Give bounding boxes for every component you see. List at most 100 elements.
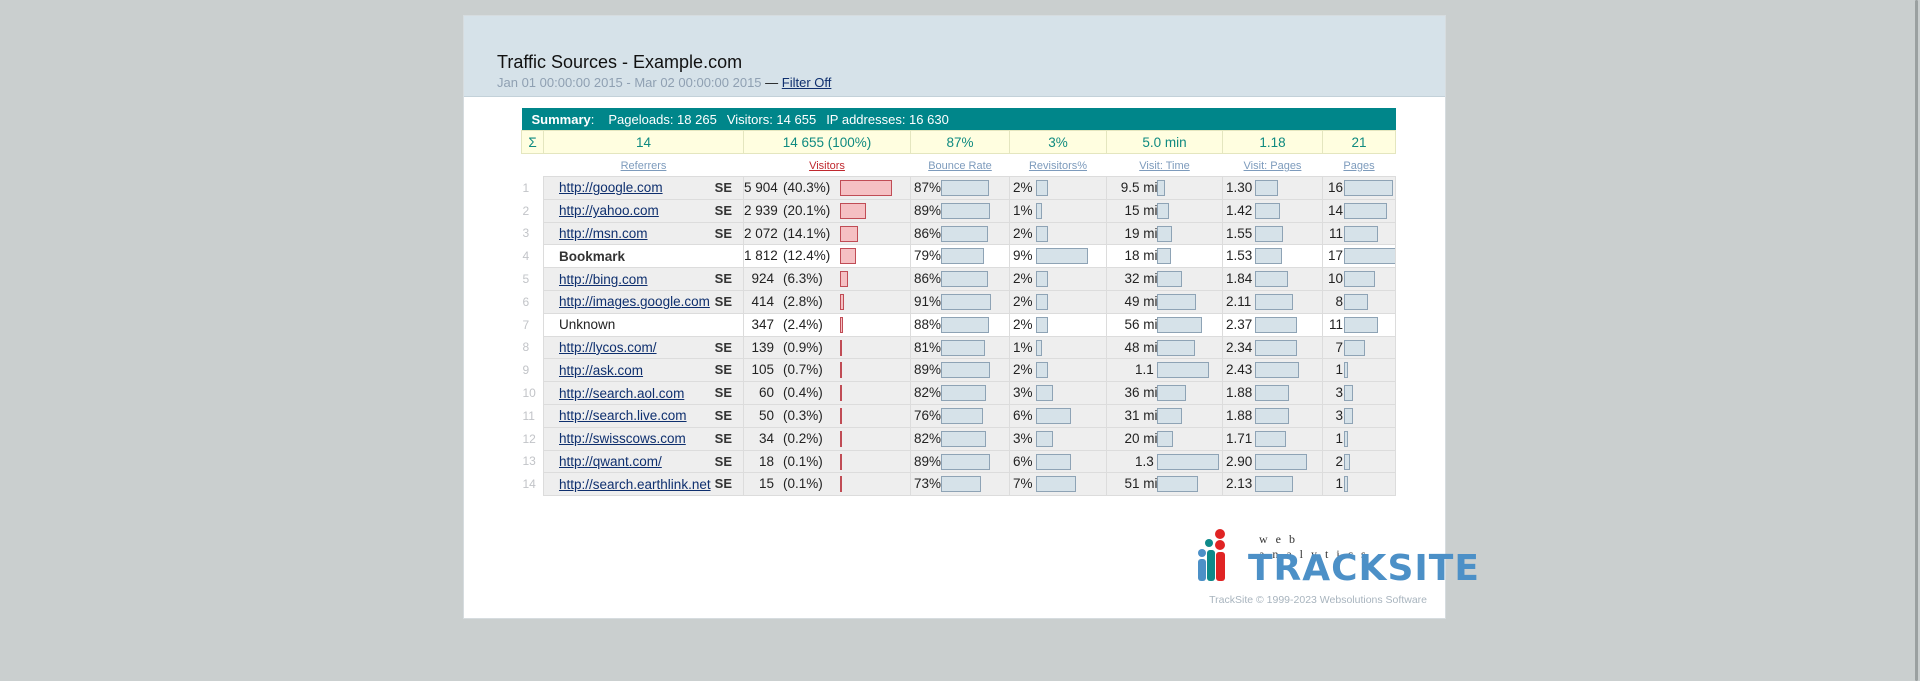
filter-off-link[interactable]: Filter Off [781, 75, 832, 90]
bounce-rate-cell: 82% [910, 381, 1010, 405]
sort-referrers-link[interactable]: Referrers [620, 160, 667, 172]
search-engine-badge: SE [714, 453, 732, 469]
visit-time-cell: 1.3 h [1106, 449, 1223, 474]
visit-time-cell: 9.5 min [1106, 176, 1223, 200]
visit-time-bar [1157, 453, 1219, 470]
table-row: 10 http://search.aol.com SE 60 (0.4%) 82%… [521, 381, 1397, 405]
visit-pages-cell: 2.43 [1222, 358, 1323, 383]
visit-pages-cell: 2.34 [1222, 335, 1323, 360]
visitors-cell: 924 (6.3%) [743, 267, 911, 291]
bounce-rate-bar [941, 271, 988, 288]
sort-pages-link[interactable]: Pages [1343, 160, 1375, 172]
revisitors-cell: 6% [1009, 403, 1107, 428]
scrollbar-thumb[interactable] [1915, 0, 1918, 681]
revisitors-bar [1036, 453, 1071, 470]
visitors-bar [840, 407, 842, 424]
pages-cell: 11 [1321, 312, 1397, 337]
visitors-bar [840, 180, 892, 196]
referrer-link[interactable]: http://search.live.com [559, 408, 687, 424]
visit-time-value: 9.5 min [1120, 180, 1165, 195]
visitors-bar [840, 385, 842, 402]
visit-pages-cell: 1.88 [1222, 403, 1323, 428]
bounce-rate-value: 89% [914, 453, 942, 469]
summary-label: Summary [531, 111, 591, 127]
visit-time-value: 19 min [1124, 225, 1165, 241]
pages-cell: 3 [1321, 381, 1397, 405]
pages-cell: 7 [1321, 335, 1397, 360]
visit-pages-bar [1255, 362, 1299, 379]
visit-pages-bar [1255, 476, 1293, 493]
tracksite-logo[interactable]: web analytics TRACKSITE TrackSite © 1999… [1197, 526, 1479, 606]
bounce-rate-cell: 89% [910, 449, 1010, 474]
revisitors-cell: 9% [1009, 244, 1107, 269]
revisitors-cell: 1% [1009, 335, 1107, 360]
visit-pages-cell: 1.53 [1222, 244, 1323, 269]
visitors-cell: 15 (0.1%) [743, 472, 911, 497]
row-index: 11 [521, 404, 544, 428]
row-index: 8 [521, 336, 544, 359]
referrer-cell: http://images.google.com SE [543, 289, 744, 314]
table-row: 8 http://lycos.com/SE 139 (0.9%) 81% 1% … [521, 335, 1397, 360]
referrer-cell: http://search.live.com SE [543, 403, 744, 428]
visit-pages-value: 1.88 [1226, 385, 1253, 401]
referrer-cell: Unknown [543, 312, 744, 337]
visit-pages-value: 2.90 [1226, 453, 1253, 469]
visit-time-cell: 31 min [1106, 403, 1223, 428]
pages-value: 11 [1328, 316, 1343, 332]
bounce-rate-bar [941, 476, 981, 493]
visit-time-bar [1157, 293, 1196, 310]
traffic-sources-table: Summary: Pageloads: 18 265 Visitors: 14 65… [521, 108, 1397, 497]
visitors-count: 414 [751, 293, 774, 309]
referrer-link[interactable]: http://yahoo.com [559, 203, 659, 219]
table-row: 9 http://ask.com SE 105 (0.7%) 89% 2% 1.1… [521, 358, 1397, 383]
search-engine-badge: SE [714, 202, 732, 218]
referrer-link[interactable]: http://google.com [559, 180, 663, 196]
referrer-link[interactable]: http://search.earthlink.net [559, 476, 711, 492]
referrer-link[interactable]: http://qwant.com/ [559, 453, 662, 469]
referrer-link[interactable]: http://msn.com [559, 225, 648, 241]
people-icon [1198, 529, 1225, 581]
referrer-link[interactable]: http://bing.com [559, 271, 648, 287]
referrer-link[interactable]: http://lycos.com/ [559, 339, 657, 355]
sort-visitors-link[interactable]: Visitors [809, 160, 845, 172]
revisitors-bar [1036, 202, 1042, 219]
pages-cell: 8 [1321, 289, 1397, 314]
table-row: 7 Unknown 347 (2.4%) 88% 2% 56 min 2.37 … [521, 312, 1397, 337]
visitors-percent: (2.4%) [783, 316, 823, 332]
visitors-count: 1 812 [744, 248, 778, 264]
referrer-link[interactable]: http://swisscows.com [559, 431, 686, 447]
scrollbar-track[interactable] [1910, 0, 1920, 681]
sort-bounce-rate-link[interactable]: Bounce Rate [928, 160, 992, 172]
sort-visit-time-link[interactable]: Visit: Time [1139, 160, 1190, 172]
pages-value: 16 [1327, 180, 1343, 195]
visitors-cell: 60 (0.4%) [743, 381, 911, 405]
visitors-cell: 414 (2.8%) [743, 289, 911, 314]
revisitors-bar [1036, 407, 1071, 424]
referrer-link[interactable]: http://images.google.com [559, 294, 710, 310]
visit-time-cell: 36 min [1106, 381, 1223, 405]
revisitors-bar [1036, 476, 1076, 493]
visit-pages-cell: 1.71 [1222, 426, 1323, 451]
visitors-cell: 347 (2.4%) [743, 312, 911, 337]
visit-time-value: 48 min [1124, 339, 1165, 355]
referrer-cell: http://google.com SE [543, 176, 744, 200]
search-engine-badge: SE [714, 293, 732, 309]
revisitors-value: 9% [1013, 248, 1033, 264]
bounce-rate-cell: 91% [910, 289, 1010, 314]
sort-visit-pages-link[interactable]: Visit: Pages [1243, 160, 1302, 172]
visitors-count: 2 939 [744, 202, 778, 218]
search-engine-badge: SE [714, 430, 732, 446]
report-panel: Traffic Sources - Example.com Jan 01 00:… [463, 15, 1479, 619]
visit-pages-bar [1255, 430, 1286, 447]
referrer-link[interactable]: http://search.aol.com [559, 385, 685, 401]
logo-tagline: web analytics [1259, 532, 1374, 561]
revisitors-value: 2% [1013, 362, 1033, 378]
table-row: 3 http://msn.com SE 2 072 (14.1%) 86% 2% … [521, 221, 1397, 246]
visit-time-cell: 1.1 h [1106, 358, 1223, 383]
totals-row: Σ 14 14 655 (100%) 87% 3% 5.0 min 1.18 2… [521, 130, 1397, 154]
visitors-bar [840, 293, 844, 310]
referrer-link[interactable]: http://ask.com [559, 362, 644, 378]
sort-revisitors-link[interactable]: Revisitors% [1028, 160, 1088, 172]
bounce-rate-cell: 86% [910, 221, 1010, 246]
visitors-percent: (20.1%) [783, 202, 831, 218]
